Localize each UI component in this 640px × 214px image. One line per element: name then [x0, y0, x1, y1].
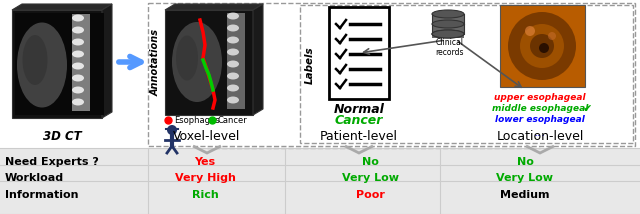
Ellipse shape [227, 73, 239, 79]
Ellipse shape [72, 39, 84, 46]
Text: Location-level: Location-level [496, 129, 584, 143]
Ellipse shape [227, 24, 239, 31]
Ellipse shape [17, 22, 67, 107]
Text: Very Low: Very Low [497, 173, 554, 183]
Circle shape [508, 12, 576, 80]
Ellipse shape [72, 74, 84, 82]
Text: Clinical
records: Clinical records [436, 38, 464, 57]
Bar [432, 30, 464, 38]
Polygon shape [12, 4, 112, 10]
Ellipse shape [227, 49, 239, 55]
Bar [165, 10, 253, 115]
Bar [72, 14, 90, 111]
Ellipse shape [227, 12, 239, 19]
Ellipse shape [72, 27, 84, 34]
Bar [300, 5, 633, 143]
Text: Annotations: Annotations [151, 28, 161, 95]
Bar [19, 13, 104, 115]
Text: ...: ... [534, 126, 546, 139]
Circle shape [539, 43, 549, 53]
Ellipse shape [432, 30, 464, 38]
Ellipse shape [172, 22, 222, 102]
Text: Normal: Normal [333, 103, 385, 116]
Ellipse shape [72, 15, 84, 21]
Ellipse shape [72, 62, 84, 70]
Text: Very High: Very High [175, 173, 236, 183]
Text: Voxel-level: Voxel-level [173, 129, 241, 143]
Text: Rich: Rich [191, 190, 218, 200]
Text: No: No [516, 157, 533, 167]
Bar [15, 13, 100, 115]
Ellipse shape [227, 37, 239, 43]
Bar [227, 13, 245, 109]
Ellipse shape [176, 36, 198, 80]
Bar [432, 14, 464, 24]
Ellipse shape [432, 10, 464, 18]
Text: middle esophageal: middle esophageal [492, 104, 588, 113]
Text: ✔: ✔ [583, 104, 593, 114]
Circle shape [520, 24, 564, 68]
Text: 3D CT: 3D CT [43, 130, 81, 143]
Text: Poor: Poor [356, 190, 385, 200]
Circle shape [167, 125, 177, 135]
Text: Yes: Yes [195, 157, 216, 167]
Circle shape [530, 34, 554, 58]
Bar [0, 148, 640, 214]
Circle shape [548, 32, 556, 40]
Text: Need Experts ?: Need Experts ? [5, 157, 99, 167]
Text: Labels: Labels [305, 46, 315, 84]
Bar [12, 10, 102, 118]
Bar [432, 24, 464, 34]
Ellipse shape [432, 30, 464, 38]
FancyArrowPatch shape [119, 56, 141, 68]
Polygon shape [253, 4, 263, 115]
Polygon shape [102, 4, 112, 118]
Text: upper esophageal: upper esophageal [494, 93, 586, 102]
Circle shape [525, 26, 535, 36]
Ellipse shape [227, 97, 239, 104]
Text: Patient-level: Patient-level [320, 129, 398, 143]
Text: Cancer: Cancer [218, 116, 248, 125]
Text: Very Low: Very Low [342, 173, 399, 183]
Polygon shape [165, 4, 263, 10]
Ellipse shape [72, 98, 84, 106]
Text: Workload: Workload [5, 173, 64, 183]
Text: Cancer: Cancer [335, 114, 383, 127]
Text: lower esophageal: lower esophageal [495, 115, 585, 124]
FancyBboxPatch shape [329, 7, 389, 99]
Ellipse shape [432, 20, 464, 28]
Ellipse shape [227, 85, 239, 92]
Text: Information: Information [5, 190, 79, 200]
Bar [500, 5, 585, 87]
Ellipse shape [72, 51, 84, 58]
Text: Esophagus: Esophagus [174, 116, 220, 125]
Ellipse shape [227, 61, 239, 67]
Text: Medium: Medium [500, 190, 550, 200]
Bar [0, 0, 640, 148]
Text: No: No [362, 157, 378, 167]
Bar [148, 3, 635, 146]
Ellipse shape [72, 86, 84, 94]
Bar [17, 13, 102, 115]
Ellipse shape [22, 35, 47, 85]
